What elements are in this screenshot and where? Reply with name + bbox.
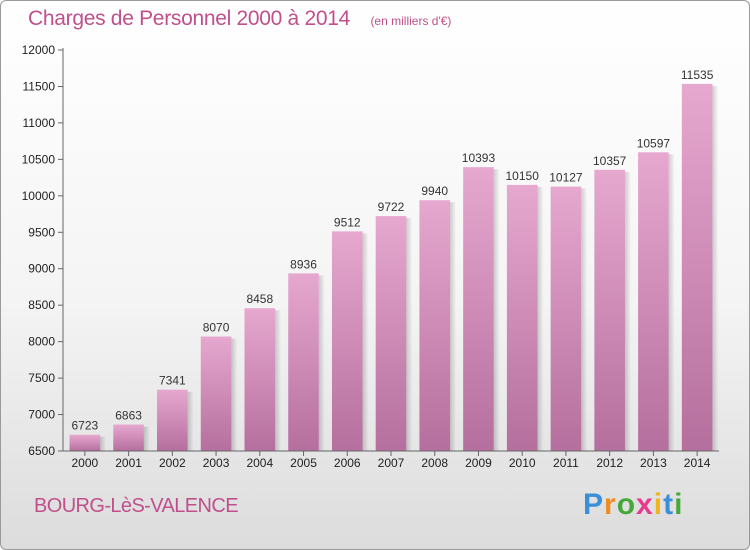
bar-2007	[375, 216, 407, 451]
y-tick-label-10500: 10500	[22, 152, 56, 166]
x-tick-label-2009: 2009	[465, 456, 492, 470]
y-tick-label-10000: 10000	[22, 189, 56, 203]
bar-2002	[157, 389, 188, 451]
brand-letter: o	[616, 488, 637, 521]
brand-letter: r	[604, 488, 617, 521]
value-label-2007: 9722	[378, 200, 405, 214]
x-tick-label-2001: 2001	[115, 456, 142, 470]
x-tick-label-2013: 2013	[640, 456, 667, 470]
bar-2012	[594, 169, 625, 451]
value-label-2000: 6723	[72, 419, 99, 433]
x-tick-label-2010: 2010	[509, 456, 536, 470]
value-label-2001: 6863	[115, 409, 142, 423]
bar-shadow	[581, 188, 588, 452]
bar-2005	[288, 273, 319, 451]
bar-shadow	[668, 154, 675, 452]
bar-shadow	[362, 233, 369, 451]
bar-2006	[331, 231, 363, 451]
bar-shadow	[231, 338, 238, 451]
bar-shadow	[624, 171, 631, 451]
location-label: BOURG-LèS-VALENCE	[34, 495, 239, 517]
x-tick-label-2008: 2008	[421, 456, 448, 470]
bar-shadow	[100, 436, 107, 451]
y-tick-label-7500: 7500	[28, 371, 55, 385]
brand-logo: Proxiti	[583, 488, 683, 522]
bar-2003	[200, 336, 232, 451]
bar-shadow	[187, 391, 194, 451]
x-tick-label-2014: 2014	[684, 456, 711, 470]
x-tick-label-2006: 2006	[334, 456, 361, 470]
bar-shadow	[537, 186, 544, 451]
y-tick-label-8500: 8500	[28, 298, 55, 312]
x-tick-label-2000: 2000	[72, 456, 99, 470]
value-label-2002: 7341	[159, 374, 186, 388]
value-label-2005: 8936	[290, 257, 317, 271]
y-tick-label-9000: 9000	[28, 262, 55, 276]
value-label-2011: 10127	[549, 171, 583, 185]
bar-shadow	[406, 218, 413, 451]
bar-2011	[550, 186, 582, 452]
x-tick-label-2003: 2003	[203, 456, 230, 470]
bars-layer: 6723 6863 7341 8070 8458 8936 9512 9722 9940 1039…	[69, 68, 719, 452]
x-tick-label-2005: 2005	[290, 456, 317, 470]
brand-letter: t	[663, 488, 675, 521]
axes-layer: 2000 2001 2002 2003 2004 2005 2006 2007 2008 2009…	[22, 43, 719, 470]
title-row: Charges de Personnel 2000 à 2014 (en mil…	[28, 7, 451, 31]
value-label-2006: 9512	[334, 215, 361, 229]
bar-2009	[463, 167, 494, 451]
value-label-2009: 10393	[462, 151, 496, 165]
chart-subtitle: (en milliers d'€)	[370, 14, 452, 28]
x-tick-label-2002: 2002	[159, 456, 186, 470]
value-label-2013: 10597	[637, 136, 671, 150]
brand-letter: i	[653, 488, 664, 521]
bar-shadow	[493, 169, 500, 451]
brand-letter: i	[674, 488, 684, 521]
bar-2000	[69, 434, 101, 451]
y-tick-label-12000: 12000	[22, 43, 56, 57]
bar-shadow	[275, 310, 282, 451]
brand-letter: P	[583, 488, 605, 521]
value-label-2014: 11535	[681, 68, 714, 82]
value-label-2004: 8458	[246, 292, 273, 306]
y-tick-label-11000: 11000	[23, 116, 56, 130]
y-tick-label-6500: 6500	[28, 444, 55, 458]
bar-shadow	[143, 426, 150, 451]
value-label-2003: 8070	[203, 321, 230, 335]
y-tick-label-9500: 9500	[28, 225, 55, 239]
bar-2008	[419, 200, 451, 451]
brand-letter: x	[636, 488, 654, 521]
bar-2010	[506, 184, 538, 451]
y-tick-label-7000: 7000	[28, 408, 55, 422]
x-tick-label-2004: 2004	[246, 456, 273, 470]
x-tick-label-2012: 2012	[596, 456, 623, 470]
x-tick-label-2011: 2011	[553, 456, 579, 470]
bar-2013	[638, 152, 669, 452]
y-tick-label-8000: 8000	[28, 335, 55, 349]
value-label-2008: 9940	[421, 184, 448, 198]
bar-2001	[113, 424, 144, 451]
bar-shadow	[712, 85, 719, 452]
bar-shadow	[450, 202, 457, 451]
chart-title: Charges de Personnel 2000 à 2014	[28, 7, 350, 30]
y-tick-label-11500: 11500	[23, 79, 56, 93]
bar-2004	[244, 308, 276, 451]
value-label-2012: 10357	[593, 154, 627, 168]
bar-2014	[681, 83, 713, 452]
bar-shadow	[318, 275, 325, 451]
x-tick-label-2007: 2007	[378, 456, 405, 470]
value-label-2010: 10150	[506, 169, 540, 183]
